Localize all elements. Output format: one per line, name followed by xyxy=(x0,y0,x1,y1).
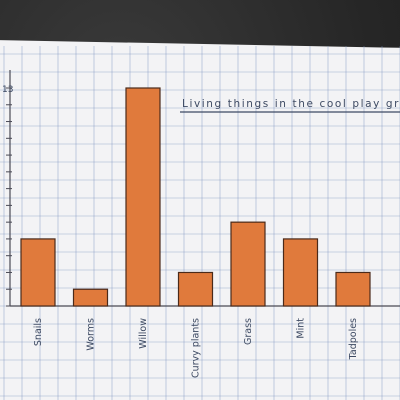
category-label: Willow xyxy=(138,318,149,349)
chart-title: Living things in the cool play ground xyxy=(182,98,400,110)
category-label: Worms xyxy=(86,318,97,351)
category-label: Grass xyxy=(243,318,254,345)
category-label: Tadpoles xyxy=(348,318,359,360)
y-tick-label: 13 xyxy=(2,85,13,95)
bar-tadpoles xyxy=(335,271,371,307)
category-label: Snails xyxy=(33,318,44,346)
bar-curvy-plants xyxy=(177,271,214,307)
bar-snails xyxy=(20,238,56,307)
bar-mint xyxy=(282,238,319,307)
category-label: Mint xyxy=(296,318,307,339)
y-tick-labels: 13 xyxy=(2,85,13,95)
grid-lines xyxy=(0,46,400,400)
bar-worms xyxy=(72,288,109,307)
category-labels: Snails Worms Willow Curvy plants Grass Mint Ta… xyxy=(33,318,359,378)
paper-sheet xyxy=(0,40,400,400)
category-label: Curvy plants xyxy=(191,318,202,378)
bars xyxy=(20,87,371,307)
bar-willow xyxy=(125,87,161,307)
bar-grass xyxy=(230,221,266,307)
title-group: Living things in the cool play ground xyxy=(180,98,400,113)
